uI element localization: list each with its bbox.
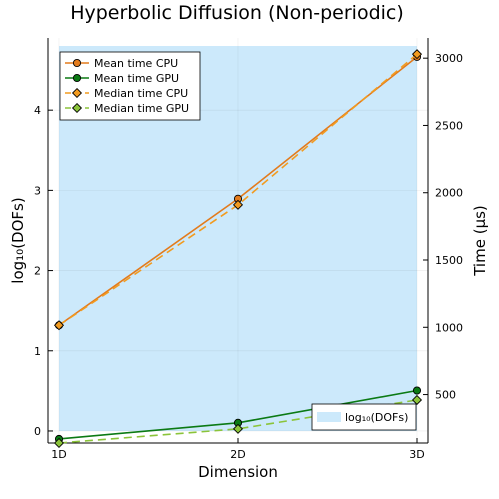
area-legend: log₁₀(DOFs) <box>311 403 417 431</box>
y-left-tick-label: 3 <box>34 184 41 197</box>
legend-marker-1 <box>72 73 82 83</box>
series-point-2 <box>232 199 244 210</box>
series-point-3 <box>411 394 423 405</box>
legend-label-2: Median time CPU <box>94 87 188 100</box>
area-dofs <box>59 46 417 431</box>
legend-marker-3 <box>71 102 83 114</box>
y-right-tick-label: 1500 <box>435 254 463 267</box>
plot-area: 1D 2D 3D 0 1 2 3 4 500 1000 1500 2000 2500 3000 Mean t… <box>34 38 463 461</box>
series-point-3 <box>232 423 244 434</box>
series-point-2 <box>53 320 65 331</box>
y-axis-left-label: log₁₀(DOFs) <box>9 197 27 283</box>
y-axis-right-label: Time (μs) <box>471 205 489 277</box>
y-right-tick-label: 2500 <box>435 119 463 132</box>
legend-label-1: Mean time GPU <box>94 72 179 85</box>
y-right-tick-label: 1000 <box>435 321 463 334</box>
series-point-3 <box>53 437 65 449</box>
y-right-tick-label: 2000 <box>435 187 463 200</box>
y-left-tick-label: 2 <box>34 265 41 278</box>
legend: Mean time CPU Mean time GPU Median time CP… <box>59 51 201 121</box>
y-left-tick-label: 4 <box>34 104 41 117</box>
x-tick-label: 2D <box>230 448 245 461</box>
y-right-tick-label: 500 <box>435 389 456 402</box>
chart-title: Hyperbolic Diffusion (Non-periodic) <box>70 2 404 24</box>
area-legend-swatch <box>317 412 341 422</box>
y-right-tick-label: 3000 <box>435 52 463 65</box>
x-axis-label: Dimension <box>198 463 278 481</box>
legend-label-3: Median time GPU <box>94 102 189 115</box>
legend-marker-0 <box>72 58 82 68</box>
legend-label-0: Mean time CPU <box>94 57 178 70</box>
x-tick-label: 3D <box>409 448 424 461</box>
series-point-2 <box>411 49 423 60</box>
y-left-tick-label: 0 <box>34 425 41 438</box>
y-left-tick-label: 1 <box>34 345 41 358</box>
series-point-1 <box>412 386 422 395</box>
legend-marker-2 <box>71 87 83 99</box>
area-legend-label: log₁₀(DOFs) <box>345 411 408 424</box>
x-tick-label: 1D <box>51 448 66 461</box>
